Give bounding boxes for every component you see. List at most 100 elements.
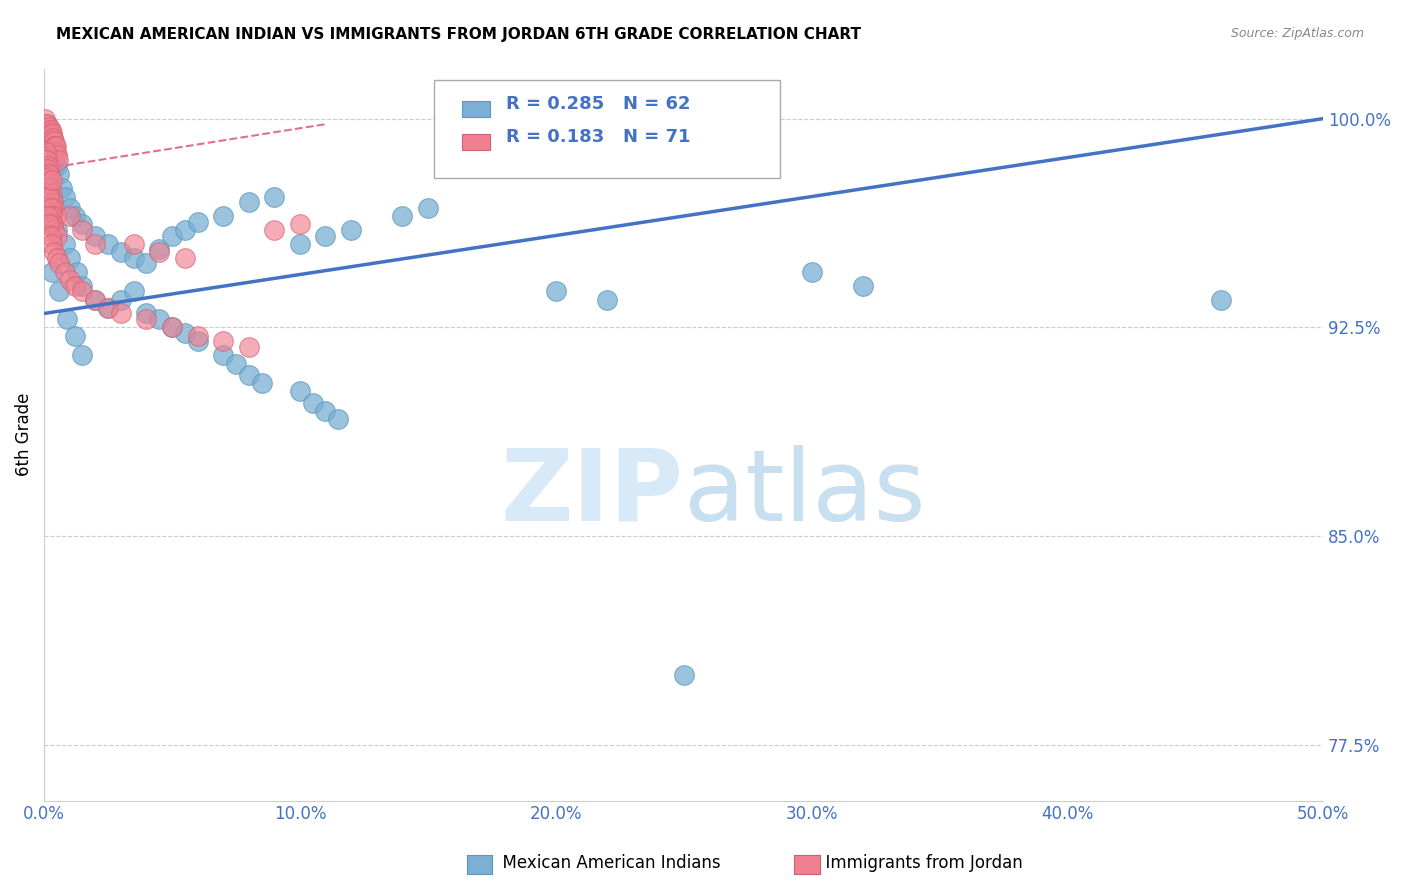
Point [39, 128, 62, 143]
Point [35, 173, 58, 187]
Point [41, 265, 63, 279]
Text: Source: ZipAtlas.com: Source: ZipAtlas.com [1230, 27, 1364, 40]
Point [44, 223, 66, 237]
Point [160, 320, 183, 334]
Point [48, 256, 70, 270]
Point [66, 265, 89, 279]
Point [97, 301, 120, 315]
Point [37, 181, 59, 195]
Point [41, 209, 63, 223]
Point [301, 395, 323, 409]
Point [39, 228, 62, 243]
Point [148, 312, 170, 326]
Point [97, 301, 120, 315]
Point [122, 236, 145, 251]
Point [45, 148, 67, 162]
Text: R = 0.285   N = 62: R = 0.285 N = 62 [506, 95, 690, 113]
Point [44, 153, 66, 168]
Point [135, 312, 157, 326]
Point [59, 251, 82, 265]
Point [41, 189, 63, 203]
Point [46, 153, 69, 168]
Point [41, 126, 63, 140]
Text: Immigrants from Jordan: Immigrants from Jordan [815, 855, 1024, 872]
Text: ZIP: ZIP [501, 444, 683, 541]
Point [800, 265, 823, 279]
Point [72, 278, 94, 293]
Point [672, 668, 695, 682]
Point [852, 278, 875, 293]
Point [84, 228, 107, 243]
Point [288, 218, 311, 232]
Point [238, 368, 260, 382]
Point [173, 251, 195, 265]
Point [39, 201, 62, 215]
Point [84, 293, 107, 307]
FancyBboxPatch shape [463, 134, 491, 150]
Point [38, 131, 60, 145]
Point [53, 236, 76, 251]
Point [42, 131, 65, 145]
Point [212, 209, 235, 223]
Point [38, 189, 60, 203]
FancyBboxPatch shape [463, 101, 491, 117]
Y-axis label: 6th Grade: 6th Grade [15, 392, 32, 476]
Point [44, 245, 66, 260]
Point [328, 412, 350, 426]
Point [315, 404, 337, 418]
Point [41, 134, 63, 148]
Point [72, 284, 94, 298]
Point [42, 139, 65, 153]
Point [38, 173, 60, 187]
Point [38, 167, 60, 181]
Point [212, 348, 235, 362]
Point [263, 223, 285, 237]
Point [148, 243, 170, 257]
Point [51, 181, 73, 195]
Point [122, 284, 145, 298]
Point [41, 161, 63, 176]
Point [288, 384, 311, 399]
Point [37, 117, 59, 131]
Point [35, 117, 58, 131]
Point [59, 273, 82, 287]
Point [596, 293, 619, 307]
Point [45, 228, 67, 243]
Point [160, 320, 183, 334]
Point [53, 265, 76, 279]
Point [187, 334, 209, 349]
Point [44, 201, 66, 215]
Point [122, 251, 145, 265]
Point [37, 209, 59, 223]
Point [35, 145, 58, 159]
Point [39, 181, 62, 195]
Point [45, 145, 67, 159]
Point [135, 306, 157, 320]
Point [110, 245, 132, 260]
Point [72, 218, 94, 232]
Point [59, 209, 82, 223]
Point [59, 201, 82, 215]
Point [84, 293, 107, 307]
Point [45, 159, 67, 173]
Point [42, 218, 65, 232]
Point [135, 256, 157, 270]
Point [38, 126, 60, 140]
Point [63, 209, 86, 223]
Point [48, 167, 70, 181]
Point [44, 139, 66, 153]
Point [110, 293, 132, 307]
Text: MEXICAN AMERICAN INDIAN VS IMMIGRANTS FROM JORDAN 6TH GRADE CORRELATION CHART: MEXICAN AMERICAN INDIAN VS IMMIGRANTS FR… [56, 27, 862, 42]
Point [187, 328, 209, 343]
Point [238, 340, 260, 354]
Point [35, 161, 58, 176]
Point [97, 236, 120, 251]
Text: atlas: atlas [683, 444, 925, 541]
Point [37, 153, 59, 168]
Point [37, 126, 59, 140]
Point [288, 236, 311, 251]
Point [38, 167, 60, 181]
Point [416, 201, 439, 215]
Point [45, 139, 67, 153]
Point [263, 189, 285, 203]
